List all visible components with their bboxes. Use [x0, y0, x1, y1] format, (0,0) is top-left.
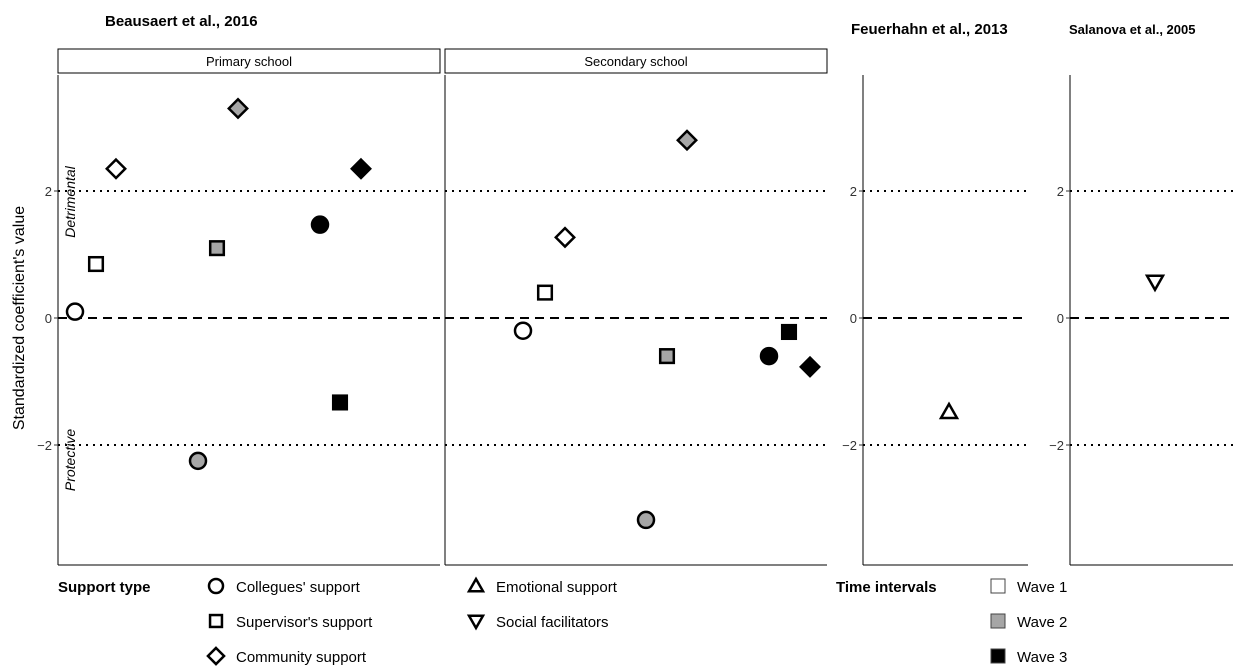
data-point-supervisor-wave1	[89, 257, 103, 271]
legend-label-wave2: Wave 2	[1017, 614, 1067, 631]
y-axis-label: Standardized coefficient's value	[11, 206, 28, 430]
legend-key-wave3	[991, 649, 1005, 663]
data-point-community-wave3	[352, 160, 370, 178]
data-point-colleagues-wave3	[761, 348, 777, 364]
data-point-community-wave1	[107, 160, 125, 178]
y-tick-label: 2	[45, 184, 52, 199]
region-label-protective: Protective	[62, 429, 78, 491]
data-point-community-wave2	[678, 131, 696, 149]
data-point-community-wave1	[556, 228, 574, 246]
legend-key-colleagues	[209, 579, 223, 593]
data-point-social-wave1	[1147, 276, 1163, 290]
legend-key-wave1	[991, 579, 1005, 593]
y-tick-label: −2	[1049, 438, 1064, 453]
legend-key-social	[469, 616, 483, 628]
y-tick-label: 0	[850, 311, 857, 326]
legend-time-title: Time intervals	[836, 579, 937, 596]
data-point-supervisor-wave2	[210, 241, 224, 255]
data-point-community-wave3	[801, 358, 819, 376]
legend-time-intervals: Wave 1 Wave 2 Wave 3	[991, 579, 1067, 666]
strip-label-secondary: Secondary school	[584, 54, 687, 69]
legend-label-social: Social facilitators	[496, 614, 609, 631]
strip-label-primary: Primary school	[206, 54, 292, 69]
legend-label-colleagues: Collegues' support	[236, 579, 361, 596]
legend-key-emotional	[469, 579, 483, 591]
legend-support-title: Support type	[58, 579, 151, 596]
y-tick-label: −2	[37, 438, 52, 453]
study-title-salanova: Salanova et al., 2005	[1069, 22, 1195, 37]
data-points	[67, 99, 1163, 528]
y-tick-label: 2	[1057, 184, 1064, 199]
data-point-supervisor-wave3	[782, 325, 796, 339]
data-point-emotional-wave1	[941, 404, 957, 418]
region-label-detrimental: Detrimental	[62, 165, 78, 237]
study-title-feuerhahn: Feuerhahn et al., 2013	[851, 21, 1008, 38]
legend-label-supervisor: Supervisor's support	[236, 614, 373, 631]
data-point-supervisor-wave2	[660, 349, 674, 363]
data-point-colleagues-wave1	[67, 304, 83, 320]
data-point-colleagues-wave2	[190, 453, 206, 469]
legend-key-wave2	[991, 614, 1005, 628]
study-title-beausaert: Beausaert et al., 2016	[105, 13, 258, 30]
y-tick-label: 0	[1057, 311, 1064, 326]
data-point-colleagues-wave3	[312, 217, 328, 233]
y-tick-label: 2	[850, 184, 857, 199]
legend-label-emotional: Emotional support	[496, 579, 618, 596]
data-point-community-wave2	[229, 99, 247, 117]
data-point-colleagues-wave2	[638, 512, 654, 528]
legend-key-community	[208, 648, 224, 664]
legend-support-type: Collegues' support Supervisor's support Co…	[208, 579, 618, 666]
legend-label-community: Community support	[236, 649, 367, 666]
legend-key-supervisor	[210, 615, 222, 627]
data-point-supervisor-wave1	[538, 286, 552, 300]
data-point-supervisor-wave3	[333, 396, 347, 410]
legend-label-wave1: Wave 1	[1017, 579, 1067, 596]
legend-label-wave3: Wave 3	[1017, 649, 1067, 666]
y-tick-label: 0	[45, 311, 52, 326]
data-point-colleagues-wave1	[515, 323, 531, 339]
y-tick-label: −2	[842, 438, 857, 453]
